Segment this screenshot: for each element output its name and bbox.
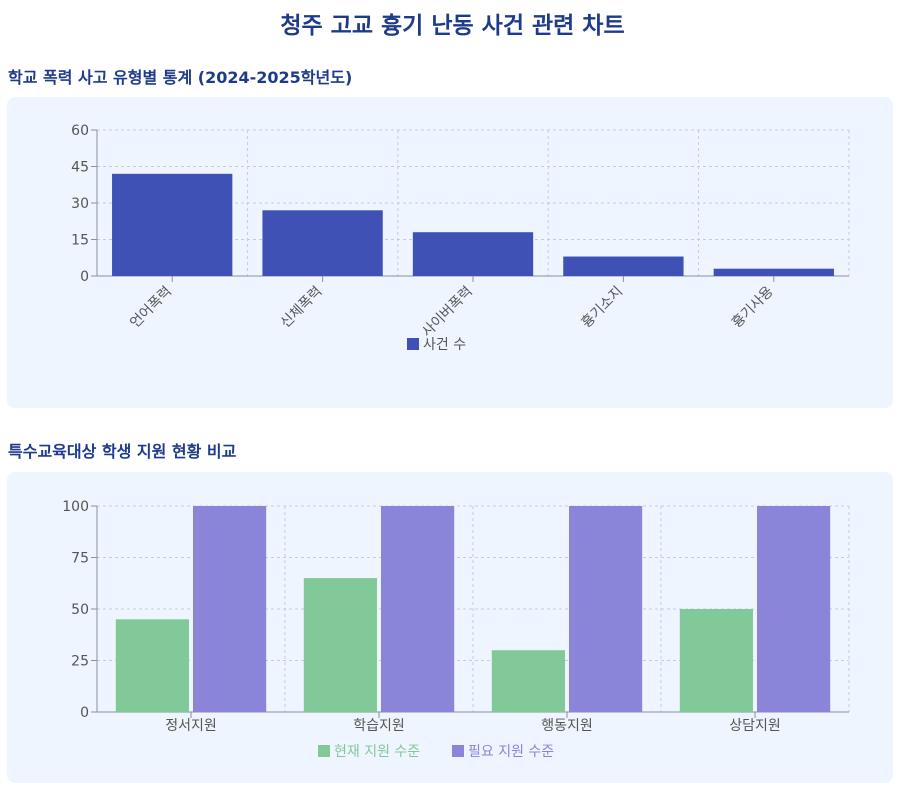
chart2-section-title: 특수교육대상 학생 지원 현황 비교: [8, 442, 237, 461]
y-tick-label: 25: [71, 654, 89, 670]
legend-swatch: [452, 745, 464, 757]
bar-1-3: [412, 232, 534, 276]
x-tick-label: 흉기소지: [578, 284, 626, 332]
bar-2-4: [757, 506, 831, 712]
y-tick-label: 75: [71, 551, 89, 567]
y-tick-label: 0: [80, 269, 89, 285]
bar-1-1: [115, 619, 189, 712]
y-tick-label: 45: [71, 160, 89, 176]
bar-2-1: [193, 506, 267, 712]
x-tick-label: 행동지원: [541, 718, 593, 734]
y-tick-label: 60: [71, 123, 89, 139]
bar-1-2: [262, 210, 383, 276]
legend-swatch: [407, 338, 419, 350]
y-tick-label: 100: [62, 499, 89, 515]
bar-1-2: [303, 578, 377, 712]
bar-1-4: [563, 256, 684, 276]
bar-2-2: [381, 506, 455, 712]
y-tick-label: 0: [80, 705, 89, 721]
chart1-section-title: 학교 폭력 사고 유형별 통계 (2024-2025학년도): [8, 68, 353, 87]
x-tick-label: 신체폭력: [278, 284, 326, 332]
bar-2-3: [569, 506, 643, 712]
x-tick-label: 흉기사용: [729, 283, 777, 331]
x-tick-label: 학습지원: [353, 718, 405, 734]
bar-1-5: [713, 268, 834, 276]
y-tick-label: 30: [71, 196, 89, 212]
legend-label: 현재 지원 수준: [334, 744, 420, 760]
y-tick-label: 50: [71, 602, 89, 618]
bar-1-3: [491, 650, 565, 712]
bar-1-1: [112, 173, 233, 276]
legend-label: 사건 수: [423, 337, 466, 353]
legend-swatch: [318, 745, 330, 757]
y-tick-label: 15: [71, 233, 89, 249]
x-tick-label: 정서지원: [165, 718, 217, 734]
x-tick-label: 사이버폭력: [419, 284, 476, 341]
x-tick-label: 언어폭력: [127, 284, 175, 332]
bar-1-4: [679, 609, 753, 712]
legend-label: 필요 지원 수준: [468, 744, 554, 760]
page-title: 청주 고교 흉기 난동 사건 관련 차트: [280, 13, 625, 39]
x-tick-label: 상담지원: [729, 718, 781, 734]
